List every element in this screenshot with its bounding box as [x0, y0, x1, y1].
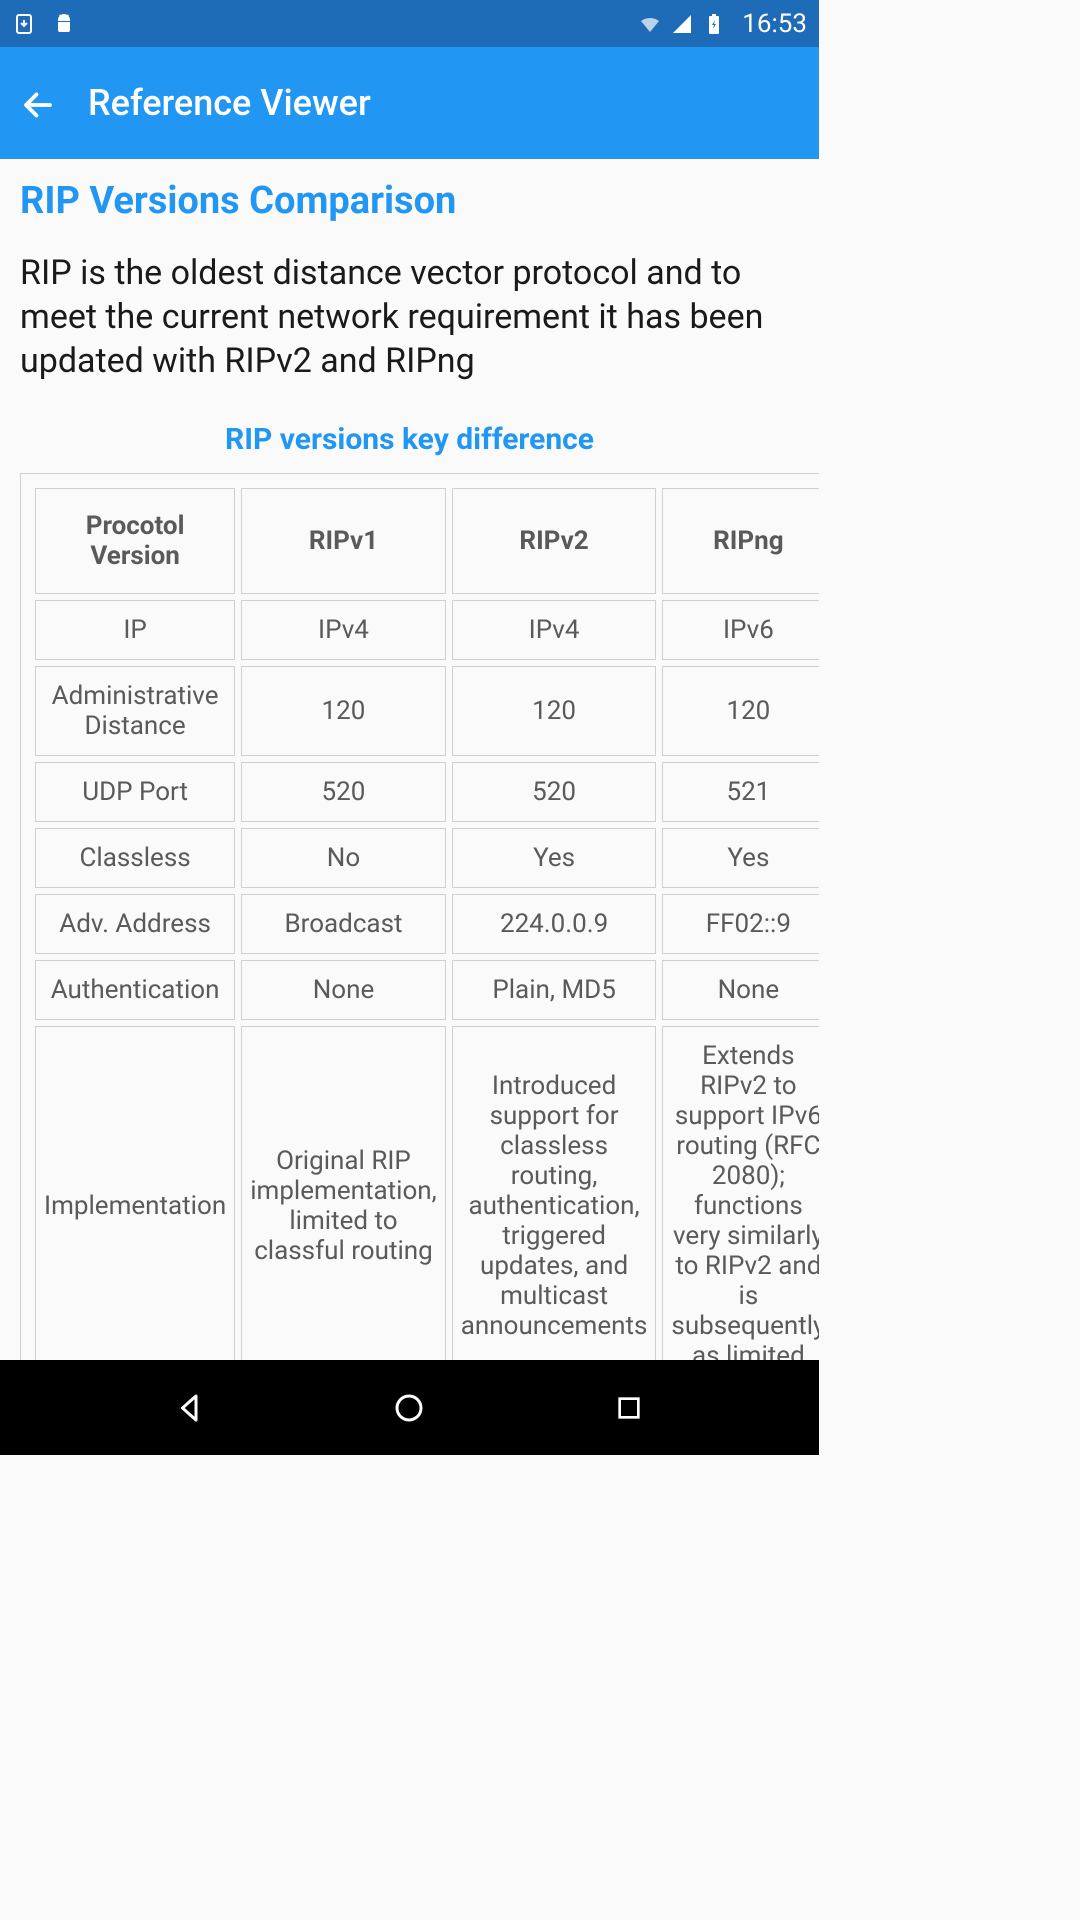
table-cell: Yes	[452, 828, 657, 888]
table-cell: IPv4	[241, 600, 446, 660]
nav-back-icon[interactable]	[165, 1383, 215, 1433]
table-cell: Broadcast	[241, 894, 446, 954]
download-icon	[12, 12, 36, 36]
table-cell: Original RIP implementation, limited to …	[241, 1026, 446, 1360]
page-heading: RIP Versions Comparison	[20, 179, 799, 223]
table-cell: FF02::9	[662, 894, 819, 954]
table-cell: Plain, MD5	[452, 960, 657, 1020]
page-description: RIP is the oldest distance vector protoc…	[20, 251, 799, 384]
table-cell: 120	[241, 666, 446, 756]
table-cell: Implementation	[35, 1026, 235, 1360]
table-header-cell: Procotol Version	[35, 488, 235, 594]
status-left-icons	[12, 12, 76, 36]
table-row: Administrative Distance 120 120 120	[35, 666, 819, 756]
table-cell: IPv4	[452, 600, 657, 660]
table-cell: IPv6	[662, 600, 819, 660]
table-cell: Authentication	[35, 960, 235, 1020]
table-cell: None	[241, 960, 446, 1020]
table-header-cell: RIPng	[662, 488, 819, 594]
table-cell: 520	[452, 762, 657, 822]
table-cell: Administrative Distance	[35, 666, 235, 756]
table-cell: Yes	[662, 828, 819, 888]
status-time: 16:53	[742, 9, 807, 39]
table-cell: Classless	[35, 828, 235, 888]
table-row: Classless No Yes Yes	[35, 828, 819, 888]
navigation-bar	[0, 1360, 819, 1455]
table-cell: 520	[241, 762, 446, 822]
table-cell: UDP Port	[35, 762, 235, 822]
table-cell: 120	[452, 666, 657, 756]
table-cell: None	[662, 960, 819, 1020]
content-area: RIP Versions Comparison RIP is the oldes…	[0, 159, 819, 1360]
table-cell: Adv. Address	[35, 894, 235, 954]
table-cell: Introduced support for classless routing…	[452, 1026, 657, 1360]
table-cell: No	[241, 828, 446, 888]
table-header-cell: RIPv1	[241, 488, 446, 594]
wifi-icon	[638, 12, 662, 36]
table-cell: 120	[662, 666, 819, 756]
nav-home-icon[interactable]	[384, 1383, 434, 1433]
table-header-cell: RIPv2	[452, 488, 657, 594]
status-right-icons: 16:53	[638, 9, 807, 39]
table-cell: 521	[662, 762, 819, 822]
table-cell: 224.0.0.9	[452, 894, 657, 954]
table-caption: RIP versions key difference	[20, 422, 799, 457]
table-row: Authentication None Plain, MD5 None	[35, 960, 819, 1020]
table-row: IP IPv4 IPv4 IPv6	[35, 600, 819, 660]
battery-charging-icon	[702, 12, 726, 36]
app-bar-title: Reference Viewer	[88, 82, 371, 124]
table-row: Adv. Address Broadcast 224.0.0.9 FF02::9	[35, 894, 819, 954]
app-bar: Reference Viewer	[0, 47, 819, 159]
back-arrow-icon[interactable]	[20, 87, 52, 119]
table-cell: Extends RIPv2 to support IPv6 routing (R…	[662, 1026, 819, 1360]
status-bar: 16:53	[0, 0, 819, 47]
table-header-row: Procotol Version RIPv1 RIPv2 RIPng	[35, 488, 819, 594]
signal-icon	[670, 12, 694, 36]
table-row: UDP Port 520 520 521	[35, 762, 819, 822]
table-cell: IP	[35, 600, 235, 660]
comparison-table: Procotol Version RIPv1 RIPv2 RIPng IP IP…	[20, 473, 819, 1360]
nav-recent-icon[interactable]	[604, 1383, 654, 1433]
android-debug-icon	[52, 12, 76, 36]
table-row: Implementation Original RIP implementati…	[35, 1026, 819, 1360]
